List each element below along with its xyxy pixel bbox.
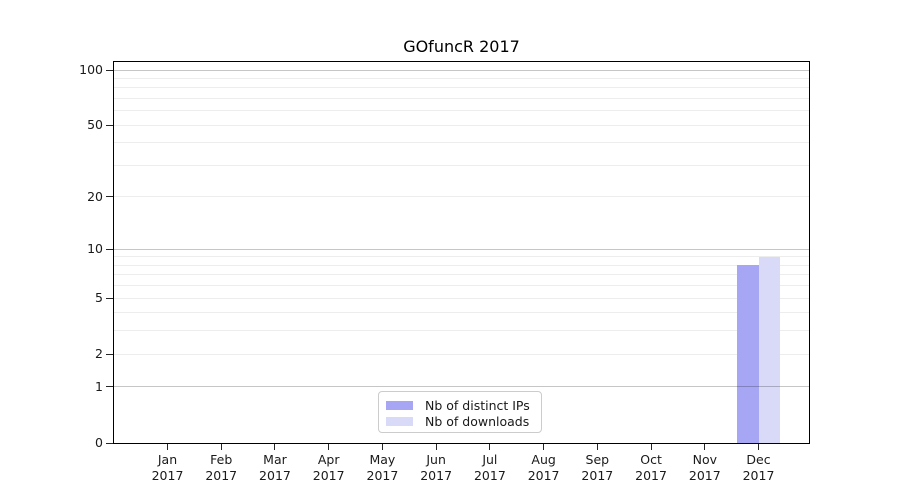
gridline-minor <box>114 142 809 144</box>
y-tick <box>106 196 113 198</box>
x-tick-label: Mar 2017 <box>243 452 307 484</box>
x-tick-label: Feb 2017 <box>189 452 253 484</box>
x-tick-month: Jul <box>482 452 498 467</box>
x-tick <box>274 444 276 450</box>
x-tick <box>704 444 706 450</box>
y-tick <box>106 69 113 71</box>
x-tick-year: 2017 <box>527 468 560 483</box>
legend-row-distinct-ips: Nb of distinct IPs <box>386 397 541 413</box>
gridline-minor <box>114 285 809 287</box>
y-tick-label: 10 <box>87 241 103 257</box>
x-tick-month: Feb <box>210 452 233 467</box>
x-tick-month: Dec <box>746 452 771 467</box>
x-tick-label: Dec 2017 <box>727 452 791 484</box>
y-tick <box>106 248 113 250</box>
x-tick-month: May <box>369 452 396 467</box>
y-tick <box>106 353 113 355</box>
x-tick-year: 2017 <box>205 468 238 483</box>
x-tick-year: 2017 <box>366 468 399 483</box>
x-tick-year: 2017 <box>742 468 775 483</box>
x-tick-month: Jun <box>426 452 446 467</box>
y-tick-label: 100 <box>79 62 103 77</box>
x-tick-month: Jan <box>157 452 178 467</box>
x-tick <box>758 444 760 450</box>
x-tick-label: Aug 2017 <box>512 452 576 484</box>
x-tick-year: 2017 <box>312 468 345 483</box>
gridline-minor <box>114 353 809 355</box>
x-tick <box>543 444 545 450</box>
y-tick-label: 2 <box>95 346 103 362</box>
gridline-minor <box>114 274 809 276</box>
legend-row-downloads: Nb of downloads <box>386 413 541 429</box>
x-tick-year: 2017 <box>151 468 184 483</box>
legend-swatch-distinct-ips <box>386 400 413 410</box>
x-tick-year: 2017 <box>259 468 291 483</box>
x-tick-label: Sep 2017 <box>565 452 629 484</box>
x-tick <box>596 444 598 450</box>
y-tick <box>106 124 113 126</box>
chart-title: GOfuncR 2017 <box>403 37 520 56</box>
gridline-minor <box>114 264 809 266</box>
gridline-minor <box>114 124 809 126</box>
x-tick-month: Mar <box>263 452 287 467</box>
legend-swatch-downloads <box>386 416 413 426</box>
x-tick <box>435 444 437 450</box>
y-tick-label: 50 <box>87 117 103 133</box>
x-tick <box>489 444 491 450</box>
gridline-major <box>114 69 809 71</box>
x-tick-year: 2017 <box>635 468 667 483</box>
gridline-minor <box>114 164 809 166</box>
x-tick <box>328 444 330 450</box>
x-tick-month: Sep <box>585 452 610 467</box>
gridline-major <box>114 386 809 388</box>
y-tick <box>106 297 113 299</box>
gridline-major <box>114 248 809 250</box>
gridline-minor <box>114 297 809 299</box>
x-tick-year: 2017 <box>473 468 506 483</box>
y-tick-label: 5 <box>95 290 103 306</box>
plot-inner <box>114 62 809 443</box>
y-tick-label: 1 <box>95 378 103 394</box>
x-tick-label: Jun 2017 <box>404 452 468 484</box>
x-tick <box>381 444 383 450</box>
x-tick-month: Apr <box>317 452 340 467</box>
legend-label-downloads: Nb of downloads <box>425 413 530 429</box>
x-tick-label: Nov 2017 <box>673 452 737 484</box>
x-tick <box>650 444 652 450</box>
x-tick-label: Apr 2017 <box>297 452 361 484</box>
x-tick-label: Jul 2017 <box>458 452 522 484</box>
gridline-minor <box>114 97 809 99</box>
legend-label-distinct-ips: Nb of distinct IPs <box>425 397 530 413</box>
x-tick-label: Jan 2017 <box>136 452 200 484</box>
gridline-minor <box>114 87 809 89</box>
y-tick-label: 20 <box>87 188 103 204</box>
y-tick <box>106 442 113 444</box>
x-tick-label: Oct 2017 <box>619 452 683 484</box>
x-tick-month: Nov <box>692 452 717 467</box>
y-tick <box>106 386 113 388</box>
gridline-minor <box>114 312 809 314</box>
legend: Nb of distinct IPs Nb of downloads <box>378 391 542 433</box>
x-tick-year: 2017 <box>581 468 614 483</box>
gridline-minor <box>114 330 809 332</box>
gridline-minor <box>114 110 809 112</box>
gridline-minor <box>114 256 809 258</box>
bar-nb-of-distinct-ips-dec <box>737 265 759 443</box>
x-tick-month: Oct <box>640 452 662 467</box>
gridline-minor <box>114 77 809 79</box>
y-tick-label: 0 <box>95 435 103 450</box>
bar-nb-of-downloads-dec <box>758 256 781 443</box>
plot-area <box>113 61 810 444</box>
gridline-minor <box>114 196 809 198</box>
x-tick <box>220 444 222 450</box>
x-tick-year: 2017 <box>688 468 721 483</box>
x-tick-year: 2017 <box>420 468 453 483</box>
x-tick <box>167 444 168 450</box>
x-tick-month: Aug <box>531 452 556 467</box>
x-tick-label: May 2017 <box>350 452 414 484</box>
